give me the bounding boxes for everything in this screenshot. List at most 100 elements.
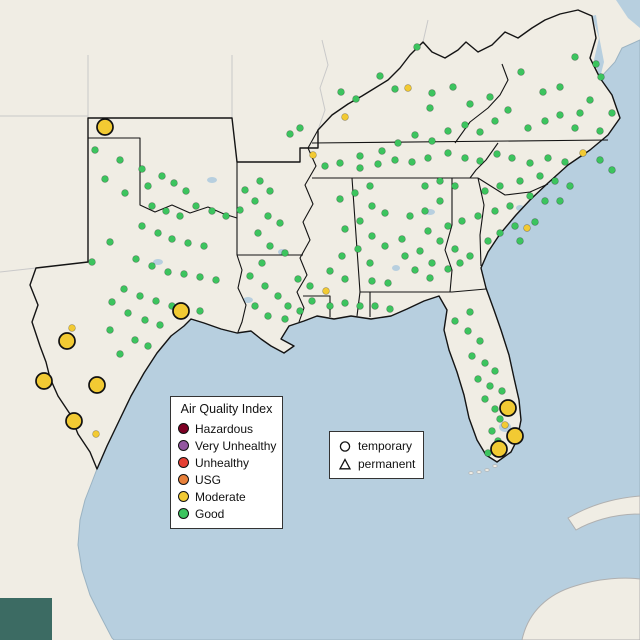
station-marker-moderate-temporary[interactable]: [499, 399, 517, 417]
station-marker-good[interactable]: [368, 277, 376, 285]
station-marker-good[interactable]: [88, 258, 96, 266]
station-marker-good[interactable]: [466, 252, 474, 260]
station-marker-good[interactable]: [566, 182, 574, 190]
station-marker-good[interactable]: [496, 182, 504, 190]
station-marker-moderate-temporary[interactable]: [35, 372, 53, 390]
station-marker-good[interactable]: [436, 197, 444, 205]
station-marker-good[interactable]: [491, 117, 499, 125]
station-marker-good[interactable]: [416, 247, 424, 255]
station-marker-good[interactable]: [461, 121, 469, 129]
station-marker-good[interactable]: [466, 100, 474, 108]
station-marker-good[interactable]: [281, 249, 289, 257]
station-marker-good[interactable]: [596, 156, 604, 164]
station-marker-good[interactable]: [371, 302, 379, 310]
station-marker-good[interactable]: [391, 156, 399, 164]
station-marker-good[interactable]: [476, 128, 484, 136]
station-marker-good[interactable]: [381, 209, 389, 217]
station-marker-good[interactable]: [461, 154, 469, 162]
station-marker-good[interactable]: [341, 225, 349, 233]
station-marker-good[interactable]: [381, 242, 389, 250]
station-marker-good[interactable]: [266, 242, 274, 250]
station-marker-good[interactable]: [182, 187, 190, 195]
station-marker-good[interactable]: [136, 292, 144, 300]
station-marker-good[interactable]: [222, 212, 230, 220]
station-marker-good[interactable]: [498, 387, 506, 395]
station-marker-good[interactable]: [276, 219, 284, 227]
station-marker-good[interactable]: [421, 182, 429, 190]
station-marker-good[interactable]: [608, 109, 616, 117]
station-marker-good[interactable]: [526, 159, 534, 167]
station-marker-good[interactable]: [484, 237, 492, 245]
station-marker-moderate-temporary[interactable]: [172, 302, 190, 320]
station-marker-good[interactable]: [196, 307, 204, 315]
station-marker-good[interactable]: [481, 359, 489, 367]
station-marker-good[interactable]: [261, 282, 269, 290]
station-marker-good[interactable]: [378, 147, 386, 155]
station-marker-good[interactable]: [561, 158, 569, 166]
station-marker-good[interactable]: [592, 60, 600, 68]
station-marker-good[interactable]: [366, 259, 374, 267]
station-marker-good[interactable]: [536, 172, 544, 180]
station-marker-good[interactable]: [491, 207, 499, 215]
station-marker-good[interactable]: [236, 206, 244, 214]
station-marker-good[interactable]: [120, 285, 128, 293]
station-marker-moderate-temporary[interactable]: [490, 440, 508, 458]
station-marker-good[interactable]: [571, 124, 579, 132]
station-marker-good[interactable]: [408, 158, 416, 166]
station-marker-good[interactable]: [281, 315, 289, 323]
station-marker-good[interactable]: [488, 427, 496, 435]
station-marker-good[interactable]: [444, 149, 452, 157]
station-marker-good[interactable]: [451, 245, 459, 253]
station-marker-good[interactable]: [468, 352, 476, 360]
station-marker-good[interactable]: [421, 207, 429, 215]
station-marker-good[interactable]: [341, 275, 349, 283]
station-marker-good[interactable]: [258, 259, 266, 267]
station-marker-good[interactable]: [351, 189, 359, 197]
station-marker-moderate-temporary[interactable]: [506, 427, 524, 445]
station-marker-moderate[interactable]: [523, 224, 531, 232]
station-marker-good[interactable]: [296, 124, 304, 132]
station-marker-good[interactable]: [428, 137, 436, 145]
station-marker-good[interactable]: [544, 154, 552, 162]
station-marker-moderate-temporary[interactable]: [58, 332, 76, 350]
station-marker-good[interactable]: [374, 160, 382, 168]
station-marker-good[interactable]: [338, 252, 346, 260]
station-marker-good[interactable]: [444, 222, 452, 230]
station-marker-good[interactable]: [506, 202, 514, 210]
station-marker-good[interactable]: [101, 175, 109, 183]
station-marker-good[interactable]: [398, 235, 406, 243]
station-marker-good[interactable]: [241, 186, 249, 194]
station-marker-good[interactable]: [406, 212, 414, 220]
station-marker-good[interactable]: [511, 222, 519, 230]
station-marker-good[interactable]: [426, 274, 434, 282]
station-marker-good[interactable]: [586, 96, 594, 104]
station-marker-good[interactable]: [306, 282, 314, 290]
station-marker-good[interactable]: [341, 299, 349, 307]
station-marker-good[interactable]: [556, 111, 564, 119]
station-marker-good[interactable]: [496, 415, 504, 423]
station-marker-good[interactable]: [138, 165, 146, 173]
station-marker-good[interactable]: [541, 117, 549, 125]
station-marker-good[interactable]: [401, 252, 409, 260]
station-marker-good[interactable]: [516, 237, 524, 245]
station-marker-good[interactable]: [337, 88, 345, 96]
station-marker-good[interactable]: [326, 302, 334, 310]
station-marker-good[interactable]: [251, 197, 259, 205]
station-marker-good[interactable]: [531, 218, 539, 226]
station-marker-good[interactable]: [386, 305, 394, 313]
station-marker-good[interactable]: [504, 106, 512, 114]
station-marker-good[interactable]: [496, 229, 504, 237]
marker-layer[interactable]: [35, 43, 616, 458]
station-marker-good[interactable]: [384, 279, 392, 287]
station-marker-moderate-temporary[interactable]: [96, 118, 114, 136]
station-marker-good[interactable]: [597, 73, 605, 81]
station-marker-good[interactable]: [356, 164, 364, 172]
station-marker-good[interactable]: [491, 367, 499, 375]
station-marker-good[interactable]: [266, 187, 274, 195]
station-marker-good[interactable]: [356, 302, 364, 310]
station-marker-moderate[interactable]: [92, 430, 100, 438]
station-marker-moderate[interactable]: [579, 149, 587, 157]
station-marker-good[interactable]: [376, 72, 384, 80]
station-marker-good[interactable]: [436, 177, 444, 185]
station-marker-good[interactable]: [464, 327, 472, 335]
